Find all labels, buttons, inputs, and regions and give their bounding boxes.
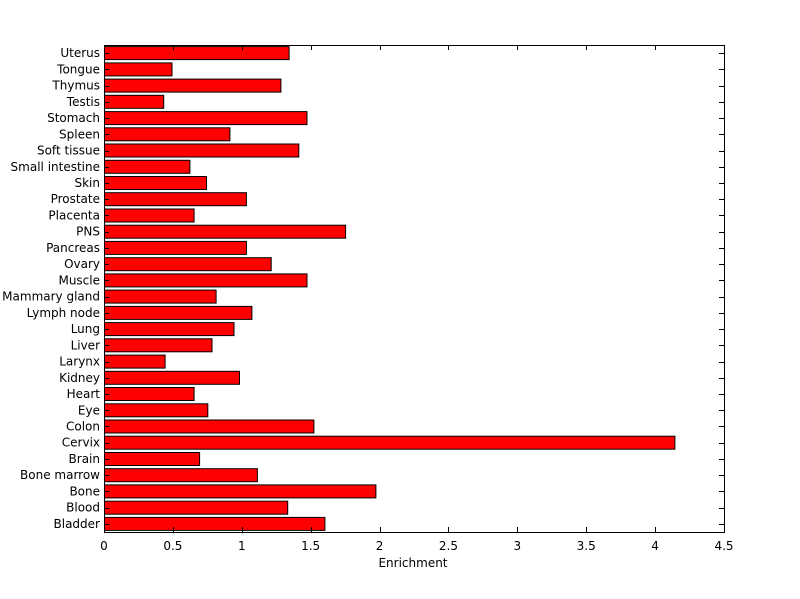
y-tick-label-brain: Brain	[69, 452, 100, 466]
y-tick-label-liver: Liver	[71, 338, 101, 352]
bar-ovary	[104, 257, 272, 272]
y-tick-label-tongue: Tongue	[56, 62, 100, 76]
bar-lymph-node	[104, 305, 253, 320]
y-tick-label-spleen: Spleen	[59, 127, 100, 141]
x-tick-label: 3.5	[577, 539, 596, 553]
bar-small-intestine	[104, 159, 191, 174]
bar-skin	[104, 176, 207, 190]
bar-placenta	[104, 208, 195, 223]
bar-brain	[104, 452, 201, 466]
y-tick-label-heart: Heart	[67, 387, 101, 401]
x-tick-label: 0	[100, 539, 108, 553]
bar-bladder	[104, 516, 326, 531]
y-tick-label-larynx: Larynx	[59, 355, 100, 369]
y-tick-label-thymus: Thymus	[51, 79, 100, 93]
y-tick-label-blood: Blood	[66, 501, 100, 515]
x-tick-label: 2	[376, 539, 384, 553]
plot-frame	[104, 45, 725, 533]
bar-eye	[104, 403, 209, 418]
bar-heart	[104, 387, 195, 401]
y-tick-label-eye: Eye	[78, 403, 100, 417]
bar-kidney	[104, 370, 240, 385]
bar-lung	[104, 322, 235, 337]
x-tick-label: 2.5	[439, 539, 458, 553]
y-tick-label-pancreas: Pancreas	[46, 241, 100, 255]
x-tick-label: 3	[514, 539, 522, 553]
bar-prostate	[104, 192, 247, 207]
x-tick-label: 1	[238, 539, 246, 553]
y-tick-label-lymph-node: Lymph node	[27, 306, 100, 320]
bar-tongue	[104, 62, 173, 77]
bar-uterus	[104, 46, 290, 61]
bar-liver	[104, 338, 213, 353]
y-tick-label-ovary: Ovary	[64, 257, 100, 271]
y-tick-label-small-intestine: Small intestine	[11, 160, 100, 174]
x-tick-label: 4	[651, 539, 659, 553]
y-tick-label-cervix: Cervix	[62, 436, 100, 450]
y-tick-label-placenta: Placenta	[48, 208, 100, 222]
y-tick-label-uterus: Uterus	[60, 46, 100, 60]
bar-cervix	[104, 435, 676, 450]
x-tick-label: 1.5	[301, 539, 320, 553]
y-tick-label-soft-tissue: Soft tissue	[37, 144, 100, 158]
bar-colon	[104, 419, 315, 434]
y-tick-label-bladder: Bladder	[54, 517, 101, 531]
bar-pancreas	[104, 240, 247, 255]
ticks-group	[104, 45, 725, 532]
y-tick-label-pns: PNS	[76, 225, 100, 239]
bar-pns	[104, 224, 347, 239]
y-tick-label-bone-marrow: Bone marrow	[20, 468, 100, 482]
x-tick-labels: 0 0.5 1 1.5 2 2.5 3 3.5 4 4.5	[100, 539, 733, 553]
y-tick-labels: Bladder Blood Bone Bone marrow Brain Cervix Co…	[2, 46, 100, 531]
y-tick-label-bone: Bone	[69, 484, 100, 498]
y-tick-label-testis: Testis	[66, 95, 100, 109]
x-axis-label: Enrichment	[378, 556, 447, 570]
y-tick-label-muscle: Muscle	[58, 273, 100, 287]
bar-soft-tissue	[104, 143, 300, 158]
bar-larynx	[104, 354, 166, 369]
y-tick-label-skin: Skin	[74, 176, 100, 190]
bar-bone	[104, 484, 377, 499]
y-tick-label-mammary-gland: Mammary gland	[2, 290, 100, 304]
x-tick-label: 4.5	[714, 539, 733, 553]
y-tick-label-lung: Lung	[71, 322, 100, 336]
bar-testis	[104, 94, 165, 109]
x-tick-label: 0.5	[163, 539, 182, 553]
bar-bone-marrow	[104, 468, 258, 483]
y-tick-label-stomach: Stomach	[47, 111, 100, 125]
bar-stomach	[104, 111, 308, 126]
y-tick-label-prostate: Prostate	[51, 192, 100, 206]
bar-thymus	[104, 78, 282, 93]
bar-mammary-gland	[104, 289, 217, 304]
bar-muscle	[104, 273, 308, 288]
y-tick-label-kidney: Kidney	[59, 371, 100, 385]
bar-blood	[104, 500, 289, 515]
bar-spleen	[104, 127, 231, 142]
y-tick-label-colon: Colon	[66, 419, 100, 433]
